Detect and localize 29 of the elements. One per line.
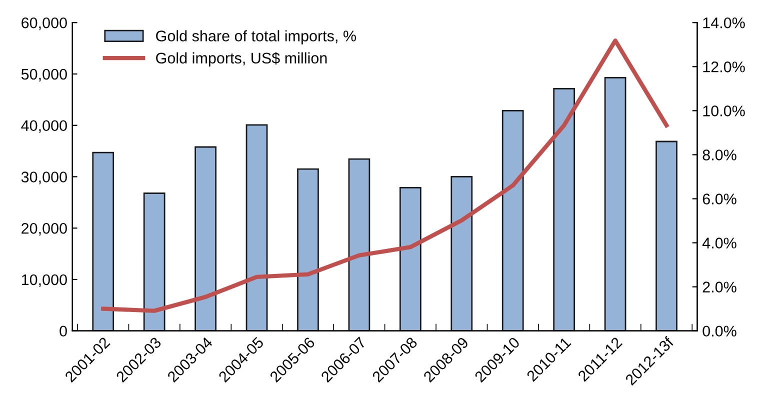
y-tick-label: 40,000 <box>21 120 67 133</box>
bar <box>297 168 319 331</box>
bar <box>246 124 268 331</box>
y2-tick-label: 8.0% <box>702 150 736 160</box>
bar <box>399 187 422 331</box>
y2-tick-label: 12.0% <box>703 62 745 72</box>
bar <box>450 176 473 331</box>
y2-tick-label: 10.0% <box>703 106 745 116</box>
y-tick-label: 60,000 <box>22 17 67 30</box>
y2-tick-label: 6.0% <box>702 194 736 204</box>
bar <box>656 140 678 331</box>
bar <box>143 192 166 331</box>
y2-tick-label: 4.0% <box>702 238 736 248</box>
bar <box>348 158 370 331</box>
y2-tick-label: 14.0% <box>703 17 745 28</box>
bar <box>604 76 626 331</box>
bar <box>92 152 114 331</box>
y-tick-label: 20,000 <box>22 222 67 236</box>
legend-label: Gold imports, US$ million <box>156 52 327 67</box>
legend-label: Gold share of total imports, % <box>156 30 356 44</box>
bar <box>553 88 576 331</box>
bar <box>194 146 216 331</box>
y-tick-label: 30,000 <box>21 172 67 184</box>
y-tick-label: 0 <box>60 326 67 337</box>
y-tick-label: 10,000 <box>22 274 67 287</box>
y2-tick-label: 0.0% <box>702 326 736 337</box>
y-tick-label: 50,000 <box>21 68 67 82</box>
y2-tick-label: 2.0% <box>702 282 736 293</box>
bar <box>502 110 524 331</box>
